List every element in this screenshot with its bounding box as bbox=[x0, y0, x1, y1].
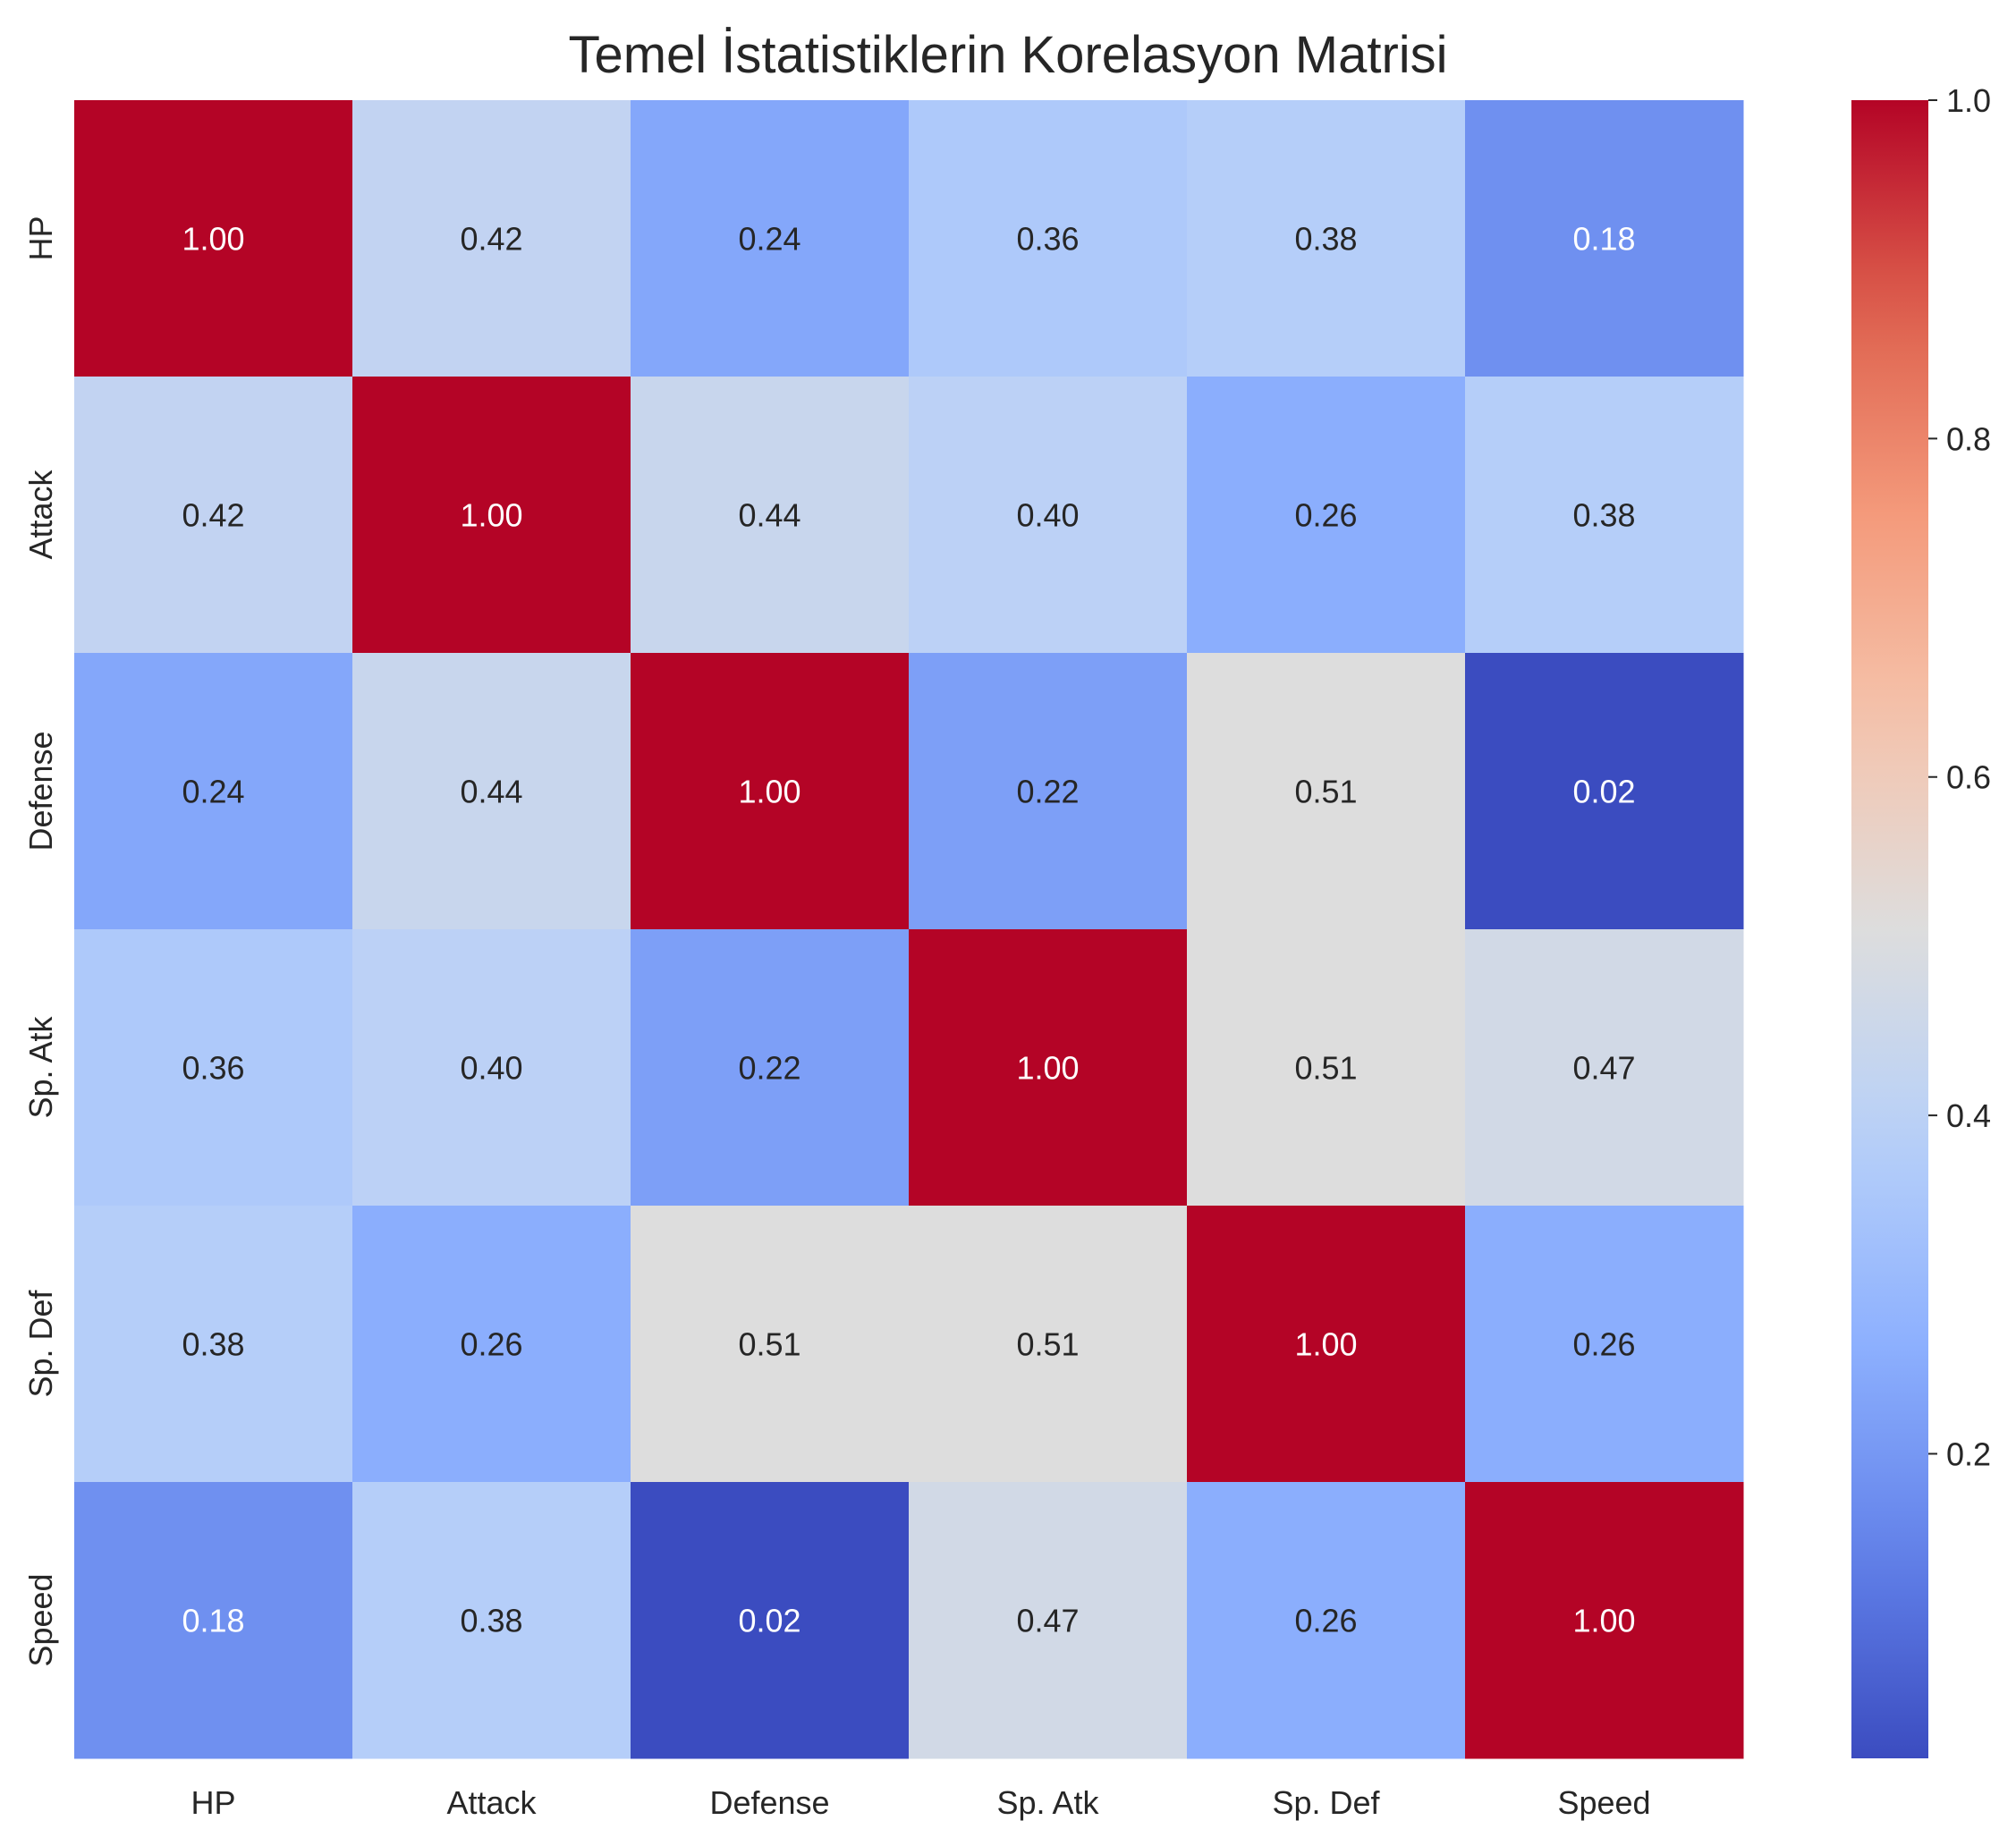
heatmap-cell bbox=[352, 929, 631, 1207]
heatmap-cell bbox=[74, 1206, 353, 1483]
heatmap-cell bbox=[631, 377, 910, 654]
heatmap-cell bbox=[352, 1206, 631, 1483]
heatmap-cell bbox=[1465, 1482, 1744, 1759]
y-tick-label: HP bbox=[22, 216, 59, 260]
cell-value-label: 0.40 bbox=[1016, 497, 1079, 534]
heatmap-cell bbox=[631, 653, 910, 930]
heatmap-cell bbox=[1465, 653, 1744, 930]
heatmap-cells: 1.00 0.42 0.24 0.36 0.38 0.18 0.42 1.00 0.44 0.40… bbox=[74, 100, 1744, 1759]
cell-value-label: 1.00 bbox=[1572, 1603, 1635, 1639]
heatmap-cell bbox=[352, 1482, 631, 1759]
cell-value-label: 0.38 bbox=[1294, 221, 1357, 258]
heatmap-cell bbox=[1465, 377, 1744, 654]
y-tick-label: Sp. Def bbox=[22, 1289, 59, 1397]
cell-value-label: 0.36 bbox=[182, 1050, 244, 1087]
heatmap-cell bbox=[909, 1482, 1188, 1759]
cell-value-label: 0.47 bbox=[1016, 1603, 1079, 1639]
cell-value-label: 0.51 bbox=[738, 1326, 800, 1363]
heatmap-cell bbox=[74, 377, 353, 654]
cell-value-label: 0.51 bbox=[1016, 1326, 1079, 1363]
cell-value-label: 1.00 bbox=[1294, 1326, 1357, 1363]
cell-value-label: 0.38 bbox=[182, 1326, 244, 1363]
heatmap-cell bbox=[909, 929, 1188, 1207]
cell-value-label: 0.18 bbox=[182, 1603, 244, 1639]
cell-value-label: 0.02 bbox=[738, 1603, 800, 1639]
colorbar-tick-label: 0.6 bbox=[1946, 759, 1991, 796]
heatmap-cell bbox=[1187, 100, 1466, 377]
heatmap-cell bbox=[1187, 653, 1466, 930]
heatmap-cell bbox=[352, 100, 631, 377]
x-tick-label: Attack bbox=[446, 1784, 537, 1821]
cell-value-label: 0.44 bbox=[460, 774, 522, 810]
x-tick-label: Sp. Atk bbox=[996, 1784, 1099, 1821]
cell-value-label: 0.24 bbox=[738, 221, 800, 258]
colorbar-gradient bbox=[1851, 100, 1928, 1758]
heatmap-cell bbox=[1187, 929, 1466, 1207]
y-tick-label: Defense bbox=[22, 731, 59, 851]
heatmap-cell bbox=[74, 929, 353, 1207]
heatmap-cell bbox=[74, 100, 353, 377]
heatmap-cell bbox=[352, 377, 631, 654]
heatmap-cell bbox=[1187, 1206, 1466, 1483]
colorbar: 0.2 0.4 0.6 0.8 1.0 bbox=[1851, 82, 1991, 1758]
heatmap-cell bbox=[909, 653, 1188, 930]
cell-value-label: 0.47 bbox=[1572, 1050, 1635, 1087]
cell-value-label: 1.00 bbox=[182, 221, 244, 258]
cell-value-label: 0.22 bbox=[738, 1050, 800, 1087]
heatmap-cell bbox=[1187, 1482, 1466, 1759]
cell-value-label: 0.18 bbox=[1572, 221, 1635, 258]
y-axis-ticks: HP Attack Defense Sp. Atk Sp. Def Speed bbox=[22, 216, 59, 1666]
heatmap-cell bbox=[1465, 929, 1744, 1207]
heatmap-cell bbox=[631, 929, 910, 1207]
heatmap-cell bbox=[909, 1206, 1188, 1483]
cell-value-label: 0.51 bbox=[1294, 1050, 1357, 1087]
cell-value-label: 0.26 bbox=[1572, 1326, 1635, 1363]
cell-value-label: 0.24 bbox=[182, 774, 244, 810]
heatmap-cell bbox=[631, 1482, 910, 1759]
heatmap-cell bbox=[909, 100, 1188, 377]
colorbar-tick-label: 0.4 bbox=[1946, 1097, 1991, 1134]
heatmap-cell bbox=[74, 653, 353, 930]
x-axis-ticks: HP Attack Defense Sp. Atk Sp. Def Speed bbox=[191, 1784, 1650, 1821]
y-tick-label: Speed bbox=[22, 1573, 59, 1666]
colorbar-tick-label: 0.8 bbox=[1946, 420, 1991, 457]
y-tick-label: Sp. Atk bbox=[22, 1015, 59, 1118]
cell-value-label: 1.00 bbox=[738, 774, 800, 810]
y-tick-label: Attack bbox=[22, 469, 59, 559]
heatmap-cell bbox=[1465, 100, 1744, 377]
x-tick-label: Defense bbox=[709, 1784, 829, 1821]
colorbar-tick-label: 1.0 bbox=[1946, 82, 1991, 119]
cell-value-label: 1.00 bbox=[460, 497, 522, 534]
chart-title: Temel İstatistiklerin Korelasyon Matrisi bbox=[568, 26, 1448, 84]
cell-value-label: 0.26 bbox=[460, 1326, 522, 1363]
heatmap-cell bbox=[1465, 1206, 1744, 1483]
colorbar-tick-label: 0.2 bbox=[1946, 1435, 1991, 1472]
cell-value-label: 0.22 bbox=[1016, 774, 1079, 810]
heatmap-cell bbox=[631, 1206, 910, 1483]
cell-value-label: 0.44 bbox=[738, 497, 800, 534]
heatmap-cell bbox=[74, 1482, 353, 1759]
cell-value-label: 0.40 bbox=[460, 1050, 522, 1087]
cell-value-label: 0.51 bbox=[1294, 774, 1357, 810]
heatmap-cell bbox=[631, 100, 910, 377]
heatmap-cell bbox=[1187, 377, 1466, 654]
x-tick-label: HP bbox=[191, 1784, 235, 1821]
cell-value-label: 0.38 bbox=[1572, 497, 1635, 534]
cell-value-label: 0.02 bbox=[1572, 774, 1635, 810]
heatmap-cell bbox=[909, 377, 1188, 654]
cell-value-label: 0.38 bbox=[460, 1603, 522, 1639]
cell-value-label: 0.42 bbox=[460, 221, 522, 258]
heatmap-cell bbox=[352, 653, 631, 930]
x-tick-label: Speed bbox=[1557, 1784, 1650, 1821]
cell-value-label: 0.36 bbox=[1016, 221, 1079, 258]
cell-value-label: 0.26 bbox=[1294, 497, 1357, 534]
x-tick-label: Sp. Def bbox=[1272, 1784, 1380, 1821]
cell-value-label: 1.00 bbox=[1016, 1050, 1079, 1087]
cell-value-label: 0.42 bbox=[182, 497, 244, 534]
cell-value-label: 0.26 bbox=[1294, 1603, 1357, 1639]
